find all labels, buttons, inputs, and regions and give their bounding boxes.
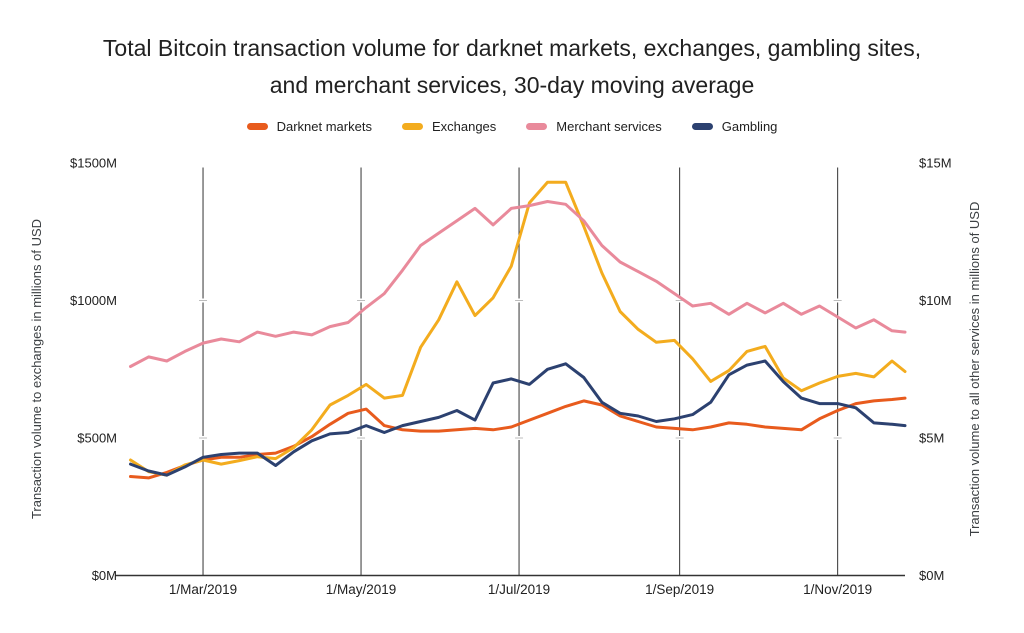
legend-label: Gambling	[721, 119, 778, 134]
legend-label: Exchanges	[431, 119, 497, 134]
left-axis-tick-label: $500M	[77, 431, 117, 446]
right-axis-title: Transaction volume to all other services…	[967, 202, 982, 537]
chart-title: Total Bitcoin transaction volume for dar…	[102, 35, 922, 98]
legend-swatch-icon	[691, 123, 713, 130]
legend-swatch-icon	[246, 123, 268, 130]
legend-item-exchanges: Exchanges	[401, 119, 497, 134]
legend: Darknet markets Exchanges Merchant service…	[0, 119, 1024, 134]
legend-item-merchant-services: Merchant services	[526, 119, 662, 134]
legend-label: Merchant services	[556, 119, 662, 134]
left-axis-tick-label: $1500M	[70, 156, 117, 171]
x-axis-tick-label: 1/Sep/2019	[645, 582, 714, 597]
x-axis-tick-label: 1/May/2019	[326, 582, 397, 597]
left-axis-tick-label: $0M	[92, 568, 117, 583]
left-axis-tick-label: $1000M	[70, 293, 117, 308]
legend-swatch-icon	[526, 123, 548, 130]
legend-item-darknet-markets: Darknet markets	[246, 119, 372, 134]
left-axis-title: Transaction volume to exchanges in milli…	[29, 219, 44, 519]
right-axis-tick-label: $15M	[919, 156, 952, 171]
series-line-merchant-services	[129, 200, 907, 368]
series-line-gambling	[129, 359, 907, 477]
axis-layer: 1/Mar/2019 1/May/2019 1/Jul/2019 1/Sep/2019…	[70, 156, 952, 598]
x-axis-tick-label: 1/Nov/2019	[803, 582, 872, 597]
legend-label: Darknet markets	[276, 119, 372, 134]
x-axis-tick-label: 1/Mar/2019	[169, 582, 237, 597]
series-layer	[129, 180, 907, 480]
legend-swatch-icon	[401, 123, 423, 130]
x-axis-tick-label: 1/Jul/2019	[488, 582, 550, 597]
gridlines-layer	[199, 167, 842, 576]
right-axis-tick-label: $10M	[919, 293, 952, 308]
series-line-exchanges	[129, 180, 907, 477]
right-axis-tick-label: $5M	[919, 431, 944, 446]
legend-item-gambling: Gambling	[691, 119, 778, 134]
right-axis-tick-label: $0M	[919, 568, 944, 583]
